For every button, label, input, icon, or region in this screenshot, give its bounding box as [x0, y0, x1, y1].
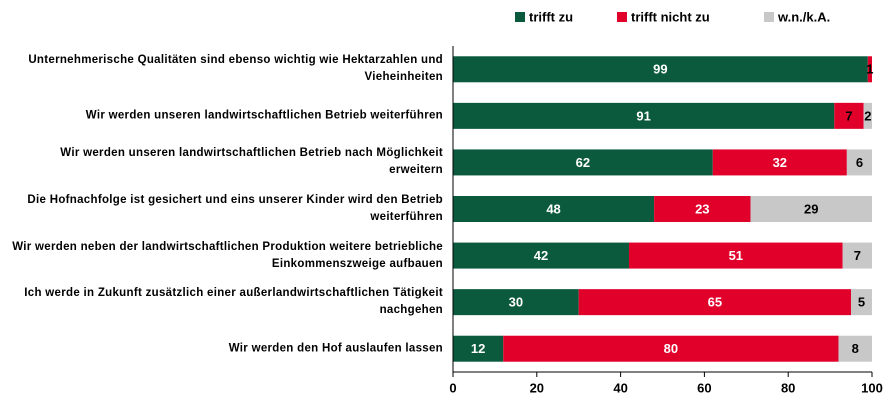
legend-swatch — [617, 12, 627, 22]
category-label: Unternehmerische Qualitäten sind ebenso … — [28, 54, 443, 84]
data-label: 1 — [866, 62, 873, 77]
bar-segment — [846, 149, 872, 176]
category-label: Wir werden den Hof auslaufen lassen — [228, 342, 443, 355]
x-tick-label: 20 — [530, 380, 544, 395]
bar-segment — [453, 102, 835, 129]
bar-segment — [863, 102, 872, 129]
data-label: 8 — [852, 341, 859, 356]
legend-label: w.n./k.A. — [777, 9, 830, 24]
data-label: 91 — [636, 108, 650, 123]
legend-swatch — [515, 12, 525, 22]
bar-segment — [712, 149, 847, 176]
data-label: 2 — [864, 108, 871, 123]
bar-segment — [842, 242, 872, 269]
bar-segment — [453, 149, 713, 176]
data-label: 62 — [576, 155, 590, 170]
data-label: 80 — [664, 341, 678, 356]
x-tick-label: 100 — [861, 380, 883, 395]
category-label: Ich werde in Zukunft zusätzlich einer au… — [24, 287, 443, 317]
bar-segment — [453, 242, 629, 269]
data-label: 23 — [695, 201, 709, 216]
data-label: 42 — [534, 248, 548, 263]
data-label: 65 — [708, 295, 722, 310]
x-tick-label: 80 — [781, 380, 795, 395]
bar-segment — [453, 196, 655, 222]
data-label: 48 — [546, 201, 560, 216]
bar-segment — [503, 335, 839, 362]
bar-segment — [834, 102, 864, 129]
x-tick-label: 40 — [613, 380, 627, 395]
data-label: 30 — [509, 295, 523, 310]
data-label: 29 — [804, 201, 818, 216]
bar-segment — [453, 56, 868, 83]
bar-segment — [867, 56, 872, 83]
category-label: Die Hofnachfolge ist gesichert und eins … — [27, 194, 443, 223]
data-label: 51 — [729, 248, 743, 263]
category-label: Wir werden neben der landwirtschaftliche… — [12, 240, 443, 270]
data-label: 5 — [858, 295, 865, 310]
bar-segment — [750, 196, 872, 222]
data-label: 7 — [845, 108, 852, 123]
bar-segment — [838, 335, 872, 362]
legend-swatch — [764, 12, 774, 22]
legend-label: trifft nicht zu — [631, 9, 710, 24]
bar-segment — [578, 289, 852, 316]
category-label: Wir werden unseren landwirtschaftlichen … — [60, 147, 443, 177]
bar-segment — [851, 289, 872, 316]
x-tick-label: 0 — [449, 380, 456, 395]
bar-segment — [654, 196, 751, 222]
category-label: Wir werden unseren landwirtschaftlichen … — [85, 109, 443, 122]
data-label: 99 — [653, 62, 667, 77]
data-label: 32 — [773, 155, 787, 170]
bar-segment — [628, 242, 843, 269]
x-tick-label: 60 — [697, 380, 711, 395]
legend-label: trifft zu — [529, 9, 573, 24]
bar-segment — [453, 289, 579, 316]
data-label: 6 — [856, 155, 863, 170]
data-label: 12 — [471, 341, 485, 356]
data-label: 7 — [854, 248, 861, 263]
bar-segment — [453, 335, 504, 362]
